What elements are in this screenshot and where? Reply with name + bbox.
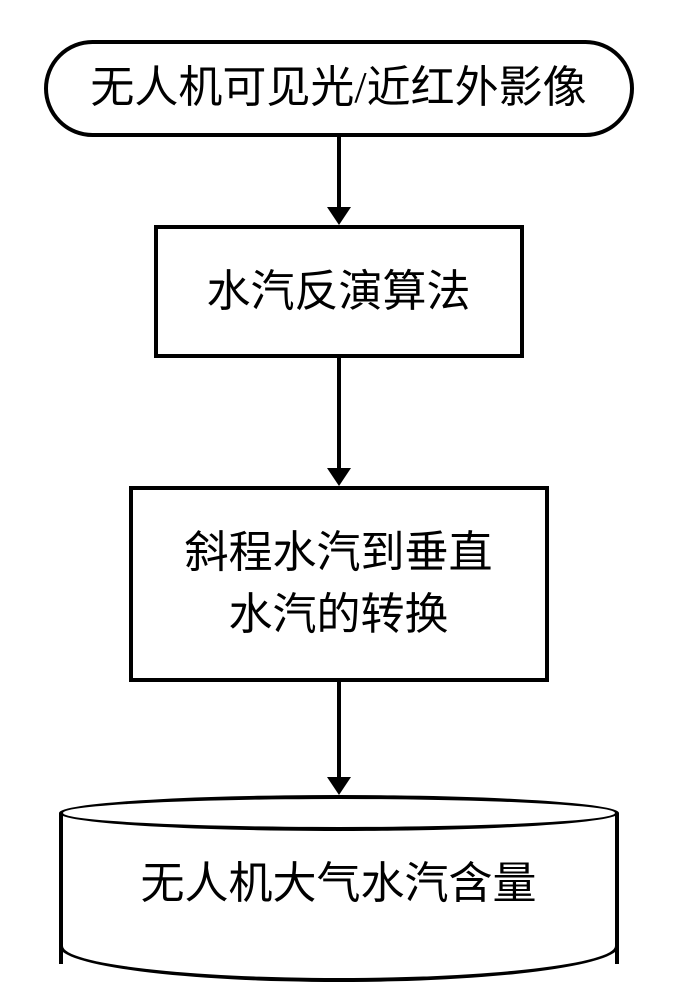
- flowchart-arrow: [327, 358, 351, 486]
- flowchart-arrow: [327, 137, 351, 225]
- arrow-head-icon: [327, 468, 351, 486]
- flowchart-node-data: 无人机大气水汽含量: [59, 813, 619, 965]
- cylinder-top-ellipse: [59, 795, 619, 831]
- arrow-line: [337, 137, 341, 207]
- arrow-head-icon: [327, 777, 351, 795]
- arrow-line: [337, 682, 341, 777]
- flowchart-node-process: 水汽反演算法: [154, 225, 524, 359]
- node-label: 无人机可见光/近红外影像: [90, 62, 586, 115]
- flowchart-node-process: 斜程水汽到垂直 水汽的转换: [129, 486, 549, 681]
- node-label: 无人机大气水汽含量: [141, 853, 537, 915]
- arrow-head-icon: [327, 207, 351, 225]
- node-label: 水汽反演算法: [207, 261, 471, 323]
- cylinder-bottom-curve: [59, 946, 619, 982]
- arrow-line: [337, 358, 341, 468]
- flowchart-node-start: 无人机可见光/近红外影像: [44, 40, 634, 137]
- flowchart-arrow: [327, 682, 351, 795]
- node-label: 斜程水汽到垂直 水汽的转换: [185, 522, 493, 645]
